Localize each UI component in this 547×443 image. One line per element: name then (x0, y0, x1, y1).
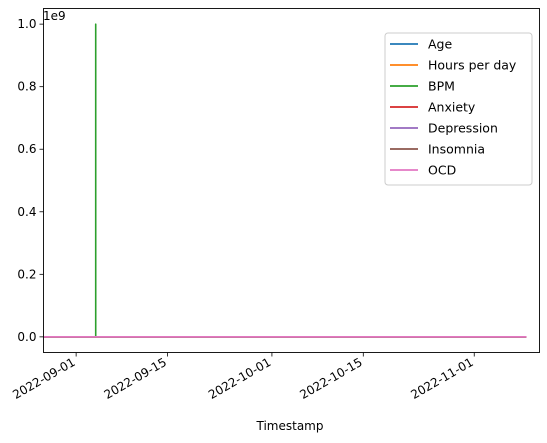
legend-label-anxiety: Anxiety (428, 100, 476, 115)
y-tick-label: 0.4 (17, 205, 36, 219)
plot-lines (43, 23, 527, 338)
legend-box (384, 32, 533, 186)
x-tick-label: 2022-10-01 (206, 355, 273, 402)
y-tick-label: 0.2 (17, 267, 36, 281)
x-axis-label: Timestamp (256, 419, 324, 433)
x-tick-label: 2022-09-01 (10, 355, 77, 402)
y-axis: 0.0 0.2 0.4 0.6 0.8 1.0 (17, 17, 44, 344)
legend-label-hours-per-day: Hours per day (428, 58, 517, 73)
x-tick-label: 2022-09-15 (102, 355, 169, 402)
x-tick-label: 2022-11-01 (408, 355, 475, 402)
legend-label-ocd: OCD (428, 163, 456, 178)
y-tick-label: 0.6 (17, 142, 36, 156)
plot-frame (43, 8, 540, 353)
legend: Age Hours per day BPM Anxiety Depression Inso… (384, 32, 533, 186)
y-tick-label: 0.0 (17, 330, 36, 344)
legend-label-age: Age (428, 37, 452, 52)
y-tick-label: 0.8 (17, 80, 36, 94)
y-axis-offset-label: 1e9 (43, 9, 66, 23)
y-tick-label: 1.0 (17, 17, 36, 31)
x-axis: 2022-09-01 2022-09-15 2022-10-01 2022-10-15… (10, 352, 476, 402)
legend-label-depression: Depression (428, 121, 498, 136)
legend-label-bpm: BPM (428, 79, 455, 94)
x-tick-label: 2022-10-15 (297, 355, 364, 402)
legend-label-insomnia: Insomnia (428, 142, 485, 157)
